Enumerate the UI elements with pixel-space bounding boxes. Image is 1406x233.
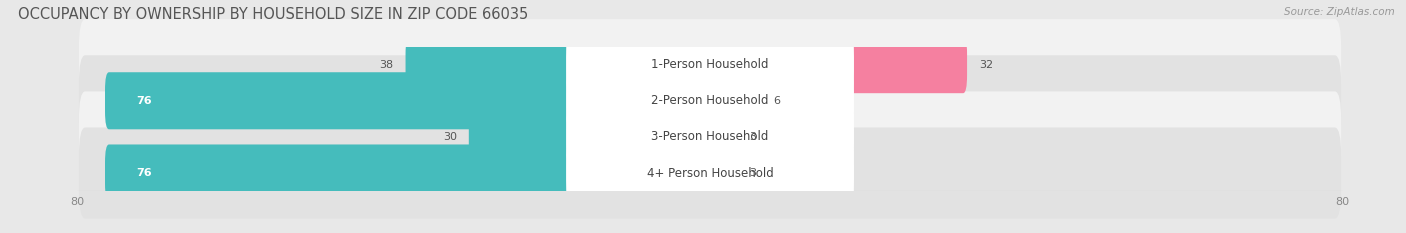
FancyBboxPatch shape xyxy=(79,55,1341,146)
FancyBboxPatch shape xyxy=(706,72,762,129)
Text: 4+ Person Household: 4+ Person Household xyxy=(647,167,773,179)
Text: 3: 3 xyxy=(749,132,756,142)
Text: 38: 38 xyxy=(380,60,394,70)
FancyBboxPatch shape xyxy=(706,36,967,93)
FancyBboxPatch shape xyxy=(79,127,1341,219)
Text: Source: ZipAtlas.com: Source: ZipAtlas.com xyxy=(1284,7,1395,17)
FancyBboxPatch shape xyxy=(105,144,714,202)
Text: 3: 3 xyxy=(749,168,756,178)
FancyBboxPatch shape xyxy=(706,144,738,202)
FancyBboxPatch shape xyxy=(105,72,714,129)
FancyBboxPatch shape xyxy=(567,49,853,152)
Text: 1-Person Household: 1-Person Household xyxy=(651,58,769,71)
Text: 76: 76 xyxy=(136,96,152,106)
FancyBboxPatch shape xyxy=(405,36,714,93)
FancyBboxPatch shape xyxy=(567,122,853,224)
Text: 3-Person Household: 3-Person Household xyxy=(651,130,769,143)
Text: 6: 6 xyxy=(773,96,780,106)
Text: OCCUPANCY BY OWNERSHIP BY HOUSEHOLD SIZE IN ZIP CODE 66035: OCCUPANCY BY OWNERSHIP BY HOUSEHOLD SIZE… xyxy=(18,7,529,22)
FancyBboxPatch shape xyxy=(79,91,1341,182)
Text: 30: 30 xyxy=(443,132,457,142)
FancyBboxPatch shape xyxy=(468,108,714,165)
FancyBboxPatch shape xyxy=(706,108,738,165)
FancyBboxPatch shape xyxy=(567,13,853,116)
FancyBboxPatch shape xyxy=(79,19,1341,110)
Text: 76: 76 xyxy=(136,168,152,178)
FancyBboxPatch shape xyxy=(567,86,853,188)
Text: 32: 32 xyxy=(979,60,993,70)
Text: 2-Person Household: 2-Person Household xyxy=(651,94,769,107)
